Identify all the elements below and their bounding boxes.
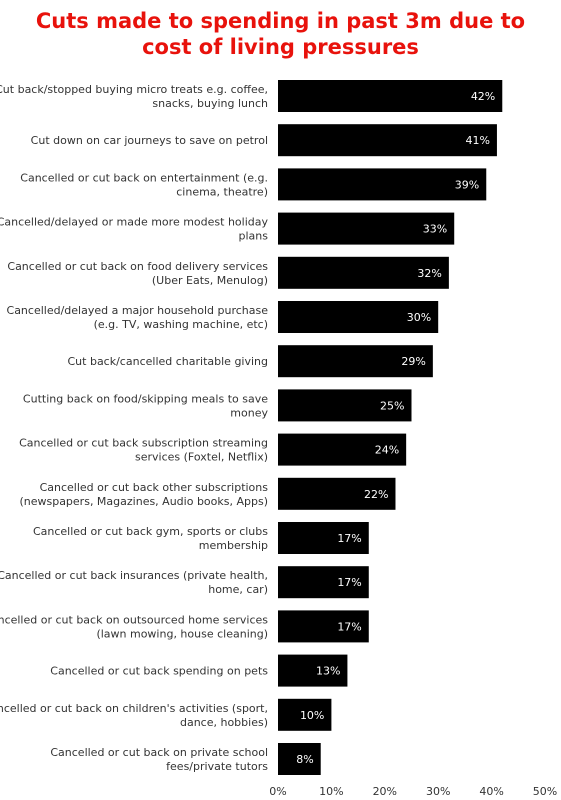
category-labels: Cut back/stopped buying micro treats e.g… (0, 83, 268, 773)
bar (278, 522, 369, 554)
category-label-line: Cancelled or cut back on outsourced home… (0, 613, 268, 626)
category-label-line: Cutting back on food/skipping meals to s… (23, 392, 268, 405)
category-label-line: (newspapers, Magazines, Audio books, App… (19, 495, 268, 508)
category-label-line: snacks, buying lunch (152, 97, 268, 110)
x-axis: 0% 10% 20% 30% 40% 50% (269, 785, 557, 798)
category-label-line: membership (199, 539, 268, 552)
category-label-line: Cut down on car journeys to save on petr… (31, 134, 268, 147)
bar (278, 433, 407, 466)
category-label-line: Cancelled or cut back insurances (privat… (0, 569, 268, 582)
bar-value-labels: 42% 41% 39% 33% 32% 30% 29% 25% 24% 22% 17% 17% 17% 1… (296, 90, 495, 766)
category-label-line: (e.g. TV, washing machine, etc) (94, 318, 268, 331)
category-label: Cancelled or cut back on outsourced home… (0, 613, 268, 640)
bar-value-label: 13% (316, 665, 340, 678)
x-tick-label: 20% (373, 785, 397, 798)
category-label: Cut back/cancelled charitable giving (68, 355, 269, 368)
category-label-line: Cancelled or cut back on food delivery s… (7, 260, 268, 273)
bar (278, 80, 503, 112)
bar-value-label: 22% (364, 488, 388, 501)
x-tick-label: 0% (269, 785, 286, 798)
category-label: Cancelled or cut back on children's acti… (0, 702, 268, 729)
category-label-line: Cancelled or cut back spending on pets (50, 665, 268, 678)
category-label-line: (Uber Eats, Menulog) (152, 274, 268, 287)
category-label-line: (lawn mowing, house cleaning) (96, 627, 268, 640)
x-tick-label: 10% (319, 785, 343, 798)
category-label: Cancelled/delayed a major household purc… (7, 304, 269, 331)
category-label: Cancelled or cut back on entertainment (… (20, 171, 268, 198)
chart-title-line-1: Cuts made to spending in past 3m due to (35, 9, 526, 33)
bar (278, 698, 332, 731)
bar-value-label: 41% (465, 134, 489, 147)
bar-value-label: 17% (337, 620, 361, 633)
bar (278, 389, 412, 422)
category-label-line: cinema, theatre) (176, 185, 268, 198)
x-tick-label: 30% (426, 785, 450, 798)
bar (278, 256, 449, 289)
category-label-line: Cancelled/delayed a major household purc… (7, 304, 269, 317)
category-label-line: Cancelled/delayed or made more modest ho… (0, 216, 268, 229)
bar-value-label: 17% (337, 532, 361, 545)
category-label: Cancelled or cut back gym, sports or clu… (33, 525, 268, 552)
category-label: Cut back/stopped buying micro treats e.g… (0, 83, 268, 110)
bar-value-label: 32% (417, 267, 441, 280)
category-label: Cancelled/delayed or made more modest ho… (0, 216, 268, 243)
category-label: Cancelled or cut back insurances (privat… (0, 569, 268, 596)
category-label-line: Cancelled or cut back on children's acti… (0, 702, 268, 715)
bar-value-label: 33% (423, 223, 447, 236)
category-label-line: dance, hobbies) (180, 716, 268, 729)
chart-title: Cuts made to spending in past 3m due to … (0, 8, 561, 60)
category-label: Cutting back on food/skipping meals to s… (23, 392, 269, 419)
bar-value-label: 10% (300, 709, 324, 722)
bar (278, 301, 439, 333)
bar-value-label: 29% (401, 355, 425, 368)
bar-value-label: 17% (337, 576, 361, 589)
chart-title-line-2: cost of living pressures (142, 35, 419, 59)
bar-value-label: 42% (471, 90, 495, 103)
category-label-line: Cancelled or cut back other subscription… (40, 481, 269, 494)
category-label-line: Cancelled or cut back on entertainment (… (20, 171, 268, 184)
bar-value-label: 25% (380, 399, 404, 412)
bar (278, 212, 455, 245)
category-label: Cancelled or cut back on private school f… (50, 746, 268, 773)
bar-value-label: 24% (375, 444, 399, 457)
x-tick-label: 40% (479, 785, 503, 798)
bar-value-label: 8% (296, 753, 313, 766)
bar-value-label: 39% (455, 178, 479, 191)
bar (278, 610, 369, 643)
category-label-line: home, car) (208, 583, 268, 596)
x-tick-label: 50% (533, 785, 557, 798)
bar (278, 168, 487, 201)
bar (278, 124, 497, 157)
bar (278, 566, 369, 599)
bars (278, 80, 503, 775)
category-label-line: money (230, 406, 268, 419)
bar (278, 743, 321, 775)
category-label: Cancelled or cut back spending on pets (50, 665, 268, 678)
category-label-line: fees/private tutors (166, 760, 268, 773)
category-label-line: Cut back/stopped buying micro treats e.g… (0, 83, 268, 96)
category-label-line: Cut back/cancelled charitable giving (68, 355, 269, 368)
category-label-line: Cancelled or cut back on private school (50, 746, 268, 759)
category-label-line: plans (239, 230, 269, 243)
bar (278, 654, 348, 687)
category-label: Cancelled or cut back on food delivery s… (7, 260, 268, 287)
bar (278, 345, 433, 378)
category-label: Cancelled or cut back subscription strea… (19, 437, 268, 464)
category-label: Cancelled or cut back other subscription… (19, 481, 268, 508)
bar (278, 477, 396, 510)
category-label: Cut down on car journeys to save on petr… (31, 134, 268, 147)
category-label-line: services (Foxtel, Netflix) (135, 451, 268, 464)
category-label-line: Cancelled or cut back subscription strea… (19, 437, 268, 450)
category-label-line: Cancelled or cut back gym, sports or clu… (33, 525, 268, 538)
bar-value-label: 30% (407, 311, 431, 324)
